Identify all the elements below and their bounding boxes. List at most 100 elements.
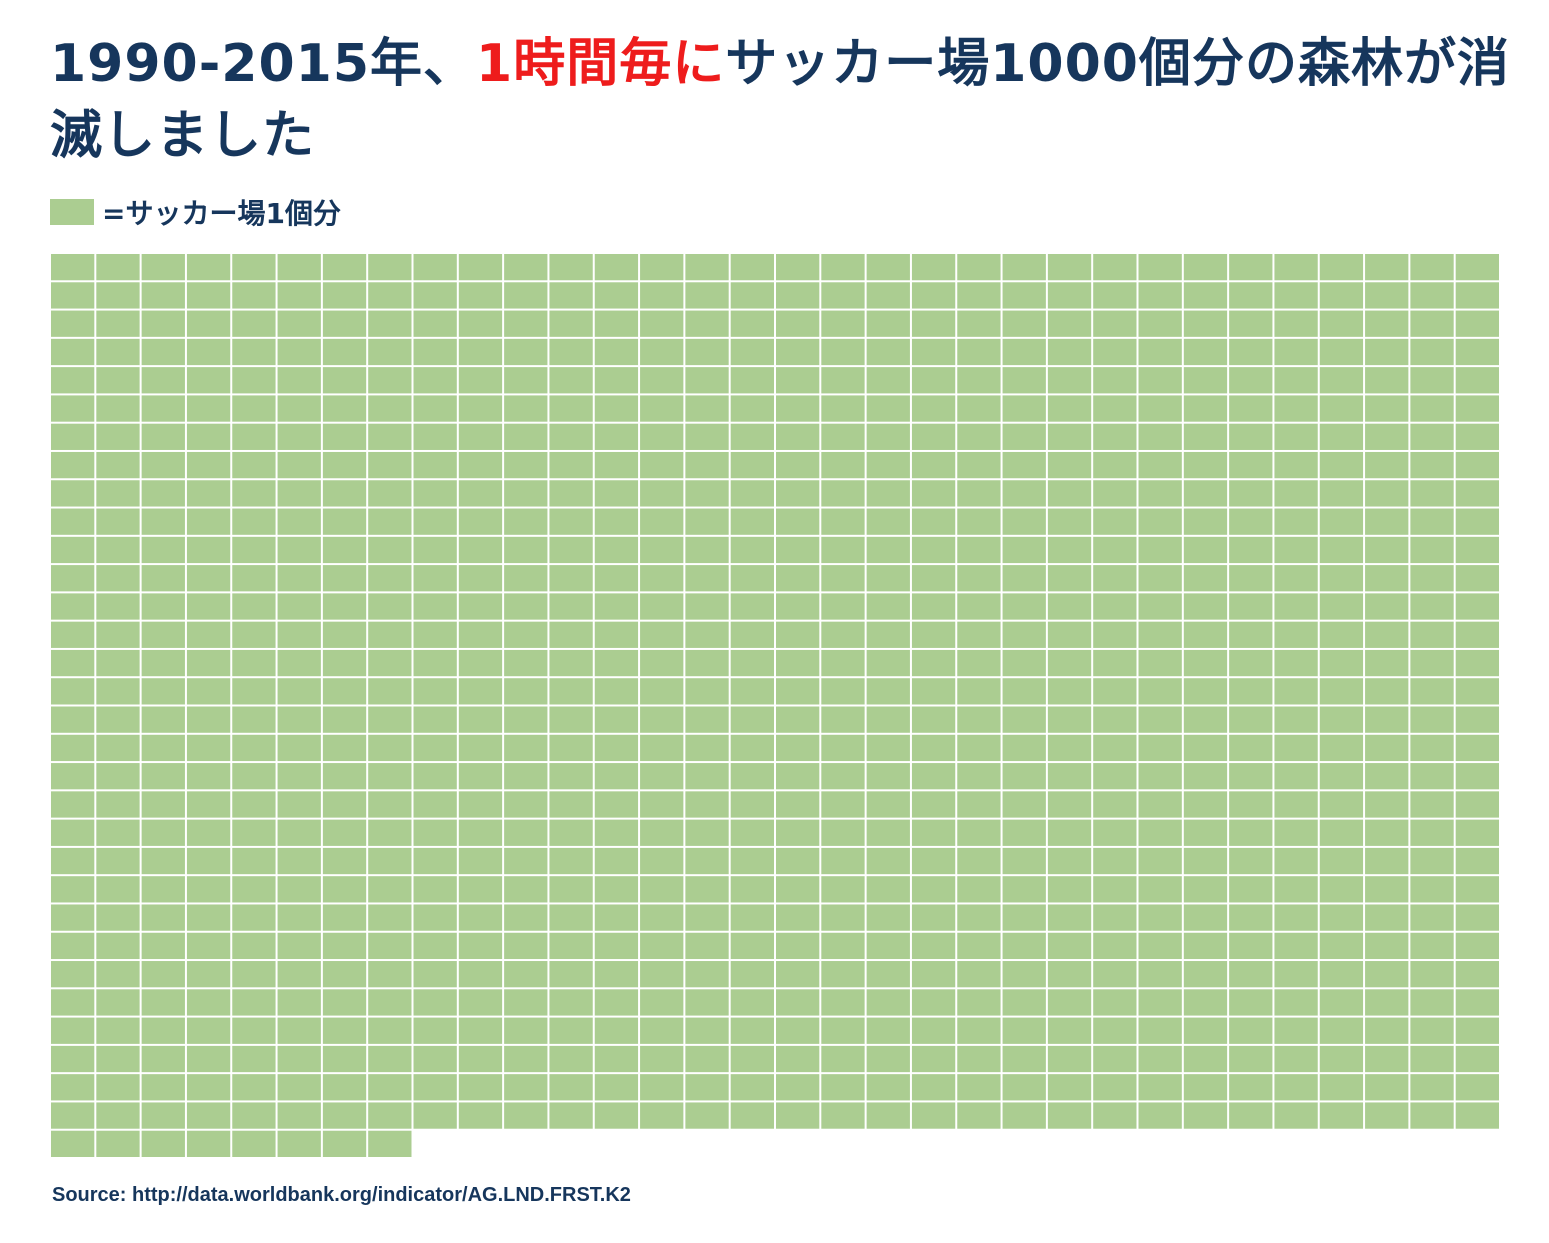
waffle-cell [1365,678,1409,705]
waffle-cell [866,791,910,818]
waffle-cell [1274,819,1318,846]
waffle-cell [504,508,548,535]
waffle-cell [1319,1102,1364,1129]
waffle-cell [866,508,910,535]
waffle-cell [1002,706,1046,733]
waffle-cell [186,1130,231,1157]
waffle-cell [96,395,140,422]
waffle-cell [1365,565,1409,592]
waffle-cell [549,254,593,281]
waffle-cell [277,649,321,677]
waffle-cell [640,565,684,592]
waffle-cell [640,819,684,846]
waffle-cell [821,451,865,479]
waffle-cell [957,734,1001,762]
waffle-cell [232,649,276,677]
waffle-cell [96,791,140,818]
waffle-cell [1229,1074,1273,1101]
waffle-cell [322,1130,367,1157]
waffle-cell [549,310,593,337]
waffle-cell [504,847,548,875]
waffle-cell [594,876,639,903]
waffle-cell [776,1017,820,1044]
waffle-cell [51,565,95,592]
waffle-cell [1274,621,1318,648]
waffle-cell [1047,1017,1092,1044]
waffle-cell [1183,480,1228,507]
waffle-cell [1365,904,1409,931]
waffle-cell [1229,536,1273,564]
waffle-cell [1365,423,1409,450]
waffle-cell [413,961,457,988]
waffle-cell [1229,1102,1273,1129]
waffle-cell [458,310,503,337]
waffle-cell [322,678,367,705]
waffle-cell [1047,1045,1092,1073]
waffle-cell [1138,649,1182,677]
waffle-cell [911,1045,956,1073]
waffle-cell [1047,904,1092,931]
waffle-cell [458,904,503,931]
waffle-cell [141,395,185,422]
waffle-cell [776,621,820,648]
waffle-cell [322,989,367,1016]
waffle-cell [186,310,231,337]
waffle-cell [640,932,684,960]
waffle-cell [1229,763,1273,790]
waffle-cell [640,678,684,705]
waffle-cell [776,508,820,535]
waffle-cell [1093,282,1137,309]
waffle-cell [549,536,593,564]
waffle-cell [186,536,231,564]
waffle-cell [141,367,185,394]
waffle-cell [368,961,412,988]
waffle-cell [1002,254,1046,281]
waffle-cell [821,649,865,677]
waffle-cell [911,423,956,450]
waffle-cell [413,1074,457,1101]
waffle-cell [1229,961,1273,988]
waffle-cell [821,706,865,733]
waffle-cell [1138,451,1182,479]
waffle-cell [640,451,684,479]
waffle-cell [96,847,140,875]
waffle-cell [141,1074,185,1101]
waffle-cell [504,338,548,366]
waffle-cell [821,734,865,762]
waffle-cell [232,593,276,620]
waffle-cell [776,989,820,1016]
waffle-cell [322,282,367,309]
waffle-cell [1093,847,1137,875]
waffle-cell [1002,876,1046,903]
waffle-cell [1455,480,1499,507]
waffle-cell [1410,734,1454,762]
waffle-cell [911,819,956,846]
waffle-cell [1410,763,1454,790]
waffle-cell [911,791,956,818]
waffle-cell [1365,1074,1409,1101]
waffle-cell [730,480,774,507]
waffle-cell [730,282,774,309]
waffle-cell [277,932,321,960]
waffle-cell [232,734,276,762]
waffle-cell [821,395,865,422]
waffle-cell [1455,282,1499,309]
waffle-cell [141,819,185,846]
waffle-cell [232,847,276,875]
waffle-cell [594,932,639,960]
waffle-cell [640,1074,684,1101]
waffle-cell [594,480,639,507]
waffle-cell [1455,367,1499,394]
waffle-cell [96,1017,140,1044]
waffle-cell [866,904,910,931]
waffle-cell [1410,254,1454,281]
waffle-cell [277,678,321,705]
waffle-cell [821,1045,865,1073]
waffle-cell [232,451,276,479]
waffle-cell [1319,1074,1364,1101]
waffle-cell [368,508,412,535]
waffle-cell [1093,989,1137,1016]
waffle-cell [186,1102,231,1129]
waffle-cell [776,819,820,846]
waffle-cell [51,1130,95,1157]
